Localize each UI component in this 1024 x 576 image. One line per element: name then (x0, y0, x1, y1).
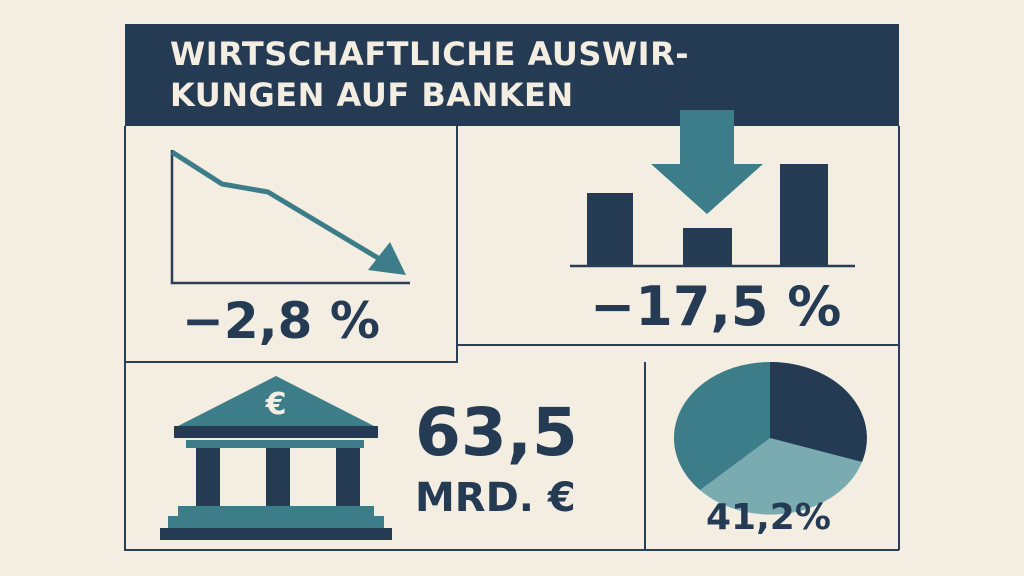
bank-column-1 (196, 448, 220, 506)
pie-value: 41,2% (706, 497, 831, 538)
bank-capital-band (186, 440, 364, 448)
bar-left (587, 193, 633, 266)
bank-base (160, 528, 392, 540)
trend-arrowhead (368, 242, 406, 275)
title-banner (125, 24, 899, 126)
bar-middle (683, 228, 732, 266)
panel-border-bars (456, 126, 899, 346)
bank-building-euro-icon: € (160, 376, 392, 540)
bar-right (780, 164, 828, 266)
bank-roof (178, 376, 374, 426)
bar-chart-down-arrow-icon (570, 110, 855, 268)
page-title-line-2: KUNGEN AUF BANKEN (170, 76, 574, 114)
line-chart-down-arrow-icon (170, 149, 410, 285)
trend-line (170, 149, 380, 261)
bank-column-3 (336, 448, 360, 506)
page-title-line-1: WIRTSCHAFTLICHE AUSWIR- (170, 35, 689, 73)
bank-column-2 (266, 448, 290, 506)
euro-sign-icon: € (265, 387, 287, 422)
bank-step-1 (178, 506, 374, 516)
pie-slice-dark (770, 361, 867, 462)
pie-slice-light (700, 438, 862, 515)
down-arrow-icon (651, 110, 763, 214)
line-chart-axes (170, 150, 410, 285)
pie-chart-icon (674, 361, 867, 515)
bank-architrave (174, 426, 378, 438)
bank-step-2 (168, 516, 384, 528)
panel-border-bottom (124, 362, 899, 551)
trend-value: −2,8 % (182, 292, 380, 350)
bank-value-unit: MRD. € (415, 475, 576, 521)
bars-value: −17,5 % (590, 275, 842, 338)
panel-borders (124, 126, 900, 551)
bank-value: 63,5 (415, 394, 578, 471)
